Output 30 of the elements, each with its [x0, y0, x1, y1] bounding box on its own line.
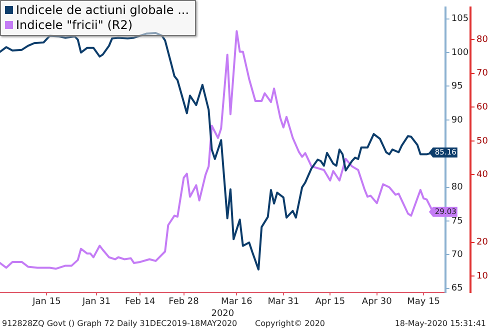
y2-tick-label: 20 — [476, 238, 488, 248]
legend-label: Indicele de actiuni globale ... — [15, 3, 190, 18]
y2-tick-label: 70 — [476, 68, 488, 79]
x-tick-label: Apr 30 — [362, 297, 392, 308]
x-tick-label: Apr 15 — [315, 297, 346, 308]
y-tick-label: 80 — [451, 182, 464, 193]
y2-tick-label: 40 — [476, 170, 488, 180]
x-tick-label: May 15 — [407, 297, 440, 308]
legend-label: Indicele "fricii" (R2) — [15, 18, 134, 33]
y-tick-label: 70 — [451, 250, 464, 260]
x-tick-label: Feb 14 — [125, 297, 156, 308]
text: Copyright© 2020 — [255, 319, 325, 328]
y-tick-label: 75 — [451, 216, 463, 226]
x-tick-label: Mar 31 — [268, 297, 300, 308]
y-tick-label: 90 — [451, 115, 464, 126]
y-tick-label: 95 — [451, 82, 463, 92]
x-tick-label: Mar 16 — [221, 297, 253, 308]
y-tick-label: 100 — [451, 48, 469, 58]
y2-tick-label: 60 — [476, 102, 488, 112]
x-tick-label: Feb 28 — [168, 297, 200, 308]
text: 912828ZQ Govt () Graph 72 Daily 31DEC2019-18MAY2020 — [2, 319, 238, 328]
y-tick-label: 105 — [451, 14, 469, 24]
y2-tick-label: 50 — [476, 136, 488, 146]
x-tick-label: Jan 15 — [32, 297, 61, 308]
x-tick-label: Jan 31 — [81, 297, 111, 308]
text: 18-May-2020 15:31:41 — [394, 319, 486, 328]
y2-tick-label: 80 — [476, 34, 488, 45]
y-tick-label: 65 — [451, 284, 463, 294]
y2-tick-label: 10 — [476, 272, 488, 282]
x-axis-title: 2020 — [211, 308, 234, 319]
